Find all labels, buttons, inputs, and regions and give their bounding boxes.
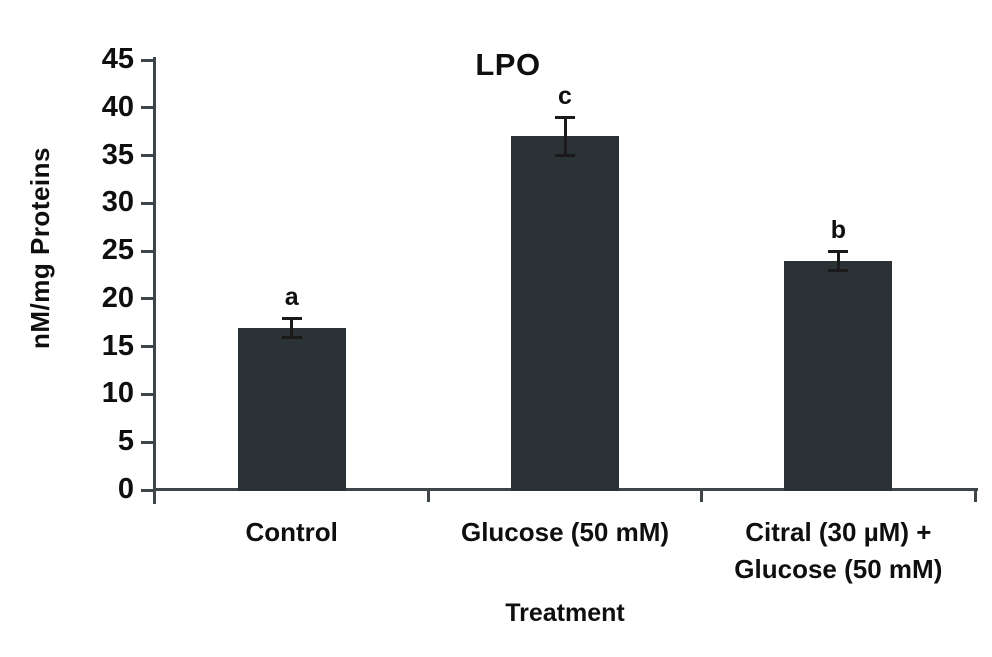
- y-tick-label: 40: [101, 90, 134, 123]
- y-tick-label: 15: [101, 329, 134, 362]
- y-tick-mark: [141, 297, 154, 301]
- x-tick-mark: [426, 490, 430, 502]
- bar: [237, 327, 346, 491]
- bar: [784, 260, 893, 491]
- significance-letter: b: [830, 216, 846, 245]
- y-tick-mark: [141, 345, 154, 349]
- y-tick-label: 10: [101, 377, 134, 410]
- error-bar-cap-top: [555, 115, 575, 119]
- x-axis-label: Treatment: [505, 599, 625, 627]
- x-tick-mark: [700, 490, 704, 502]
- error-bar-line: [290, 318, 294, 338]
- y-tick-label: 5: [117, 425, 134, 458]
- significance-letter: c: [558, 82, 572, 111]
- y-tick-label: 35: [101, 138, 134, 171]
- x-tick-mark: [973, 490, 977, 502]
- error-bar-cap-bottom: [828, 268, 849, 272]
- y-tick-mark: [141, 488, 154, 492]
- y-tick-label: 45: [101, 43, 134, 75]
- x-category-label: Glucose (50 mM): [460, 517, 670, 547]
- x-category-label: Control: [245, 517, 338, 547]
- y-tick-mark: [141, 249, 154, 253]
- error-bar-cap-top: [281, 316, 302, 320]
- y-tick-mark: [141, 392, 154, 396]
- error-bar-line: [836, 251, 840, 271]
- y-tick-label: 0: [117, 473, 134, 505]
- error-bar-cap-bottom: [281, 335, 302, 339]
- significance-letter: a: [284, 283, 299, 311]
- error-bar-cap-top: [828, 249, 849, 253]
- y-tick-label: 25: [101, 234, 134, 267]
- error-bar-line: [563, 117, 567, 156]
- y-tick-mark: [141, 154, 154, 158]
- y-tick-mark: [141, 58, 154, 62]
- y-tick-label: 20: [101, 281, 134, 314]
- error-bar-cap-bottom: [555, 154, 575, 158]
- y-tick-label: 30: [101, 186, 134, 219]
- bar: [511, 136, 619, 491]
- y-tick-mark: [141, 106, 154, 110]
- y-axis-line: [153, 57, 156, 504]
- x-category-label: Citral (30 µM) + Glucose (50 mM): [734, 517, 943, 584]
- y-tick-mark: [141, 440, 154, 444]
- y-tick-mark: [141, 201, 154, 205]
- chart-title: LPO: [475, 47, 541, 82]
